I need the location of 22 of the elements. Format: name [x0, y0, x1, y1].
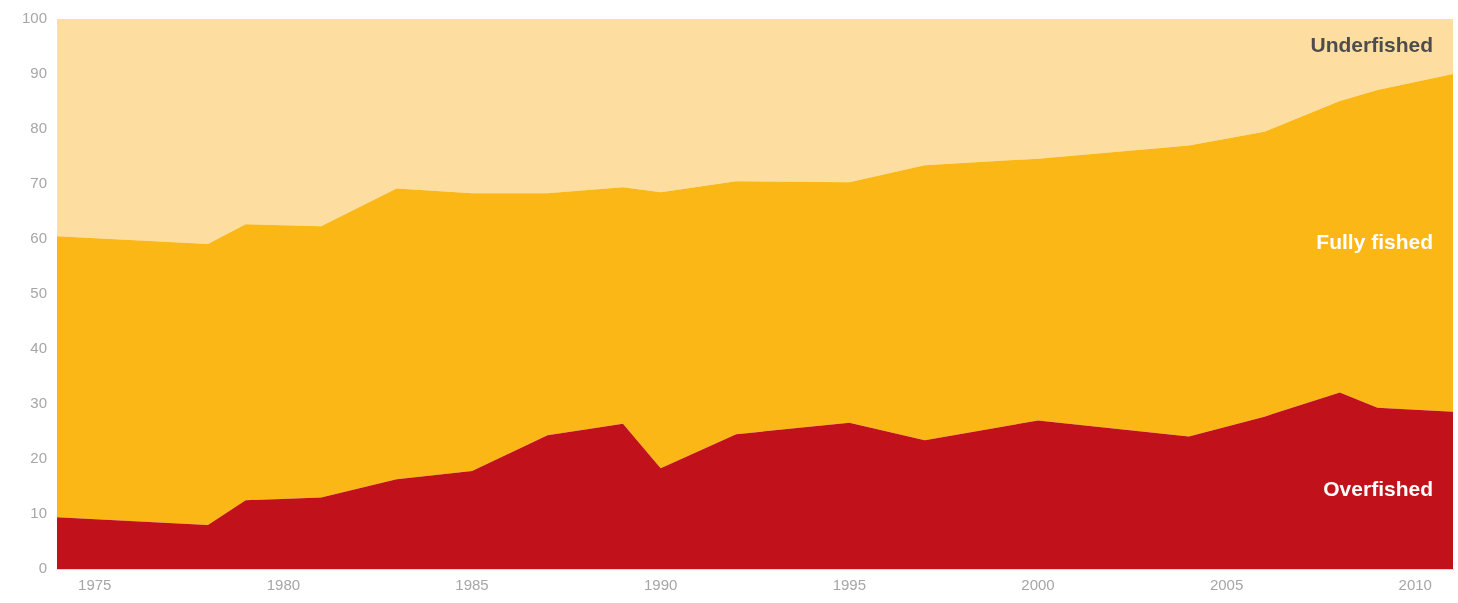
- series-label: Overfished: [1323, 477, 1433, 501]
- x-tick-label: 2010: [1398, 576, 1432, 594]
- y-tick-label: 50: [30, 284, 47, 302]
- series-label: Underfished: [1310, 33, 1433, 57]
- x-tick-label: 1980: [266, 576, 301, 594]
- x-tick-label: 2005: [1209, 576, 1244, 594]
- y-tick-label: 80: [30, 119, 47, 137]
- series-label: Fully fished: [1316, 229, 1433, 253]
- y-tick-label: 30: [30, 394, 47, 412]
- x-tick-label: 1995: [832, 576, 867, 594]
- y-tick-label: 100: [21, 9, 47, 27]
- y-tick-label: 40: [30, 339, 47, 357]
- x-tick-label: 1985: [455, 576, 489, 594]
- x-tick-label: 1975: [78, 576, 112, 594]
- x-tick-label: 2000: [1021, 576, 1055, 594]
- y-tick-label: 20: [30, 449, 47, 467]
- y-tick-label: 90: [30, 64, 47, 82]
- y-tick-label: 10: [30, 504, 47, 522]
- y-tick-label: 70: [30, 174, 47, 192]
- y-tick-label: 60: [30, 229, 47, 247]
- y-tick-label: 0: [38, 559, 47, 577]
- x-tick-label: 1990: [643, 576, 678, 594]
